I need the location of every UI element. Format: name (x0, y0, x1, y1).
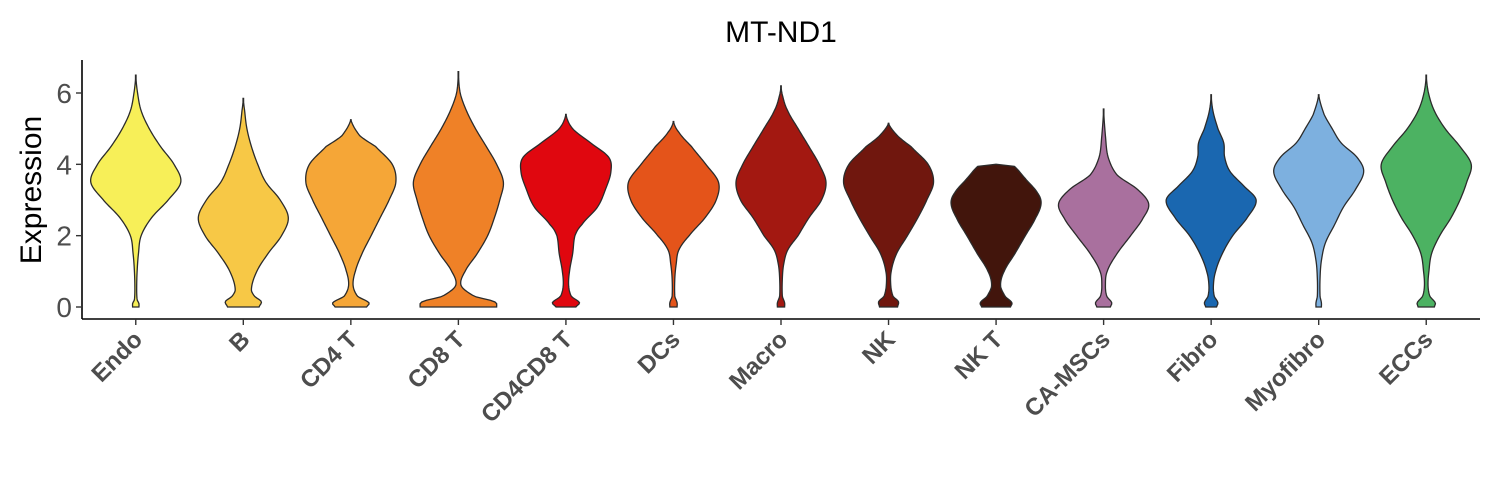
y-tick-label: 2 (56, 221, 72, 252)
x-tick-label-macro: Macro (724, 326, 793, 395)
x-tick-label-dcs: DCs (633, 326, 686, 379)
violin-macro (735, 85, 827, 308)
x-tick-label-nk-t: NK T (950, 326, 1009, 385)
violins-group (89, 70, 1473, 308)
x-tick-label-b: B (224, 326, 255, 357)
x-tick-label-cd4-t: CD4 T (295, 326, 363, 394)
chart-title: MT-ND1 (725, 16, 837, 49)
violin-nk-t (950, 163, 1042, 308)
violin-eccs (1380, 74, 1473, 308)
violin-myofibro (1273, 94, 1365, 308)
y-tick-label: 4 (56, 149, 72, 180)
x-tick-label-fibro: Fibro (1162, 326, 1224, 388)
violin-nk (842, 122, 935, 308)
violin-fibro (1165, 94, 1257, 308)
violin-dcs (627, 120, 720, 308)
x-tick-label-myofibro: Myofibro (1240, 326, 1331, 417)
x-tick-label-ca-mscs: CA-MSCs (1019, 326, 1115, 422)
x-tick-label-eccs: ECCs (1374, 326, 1438, 390)
violin-cd4-t (305, 119, 397, 308)
violin-endo (89, 74, 182, 308)
x-tick-label-cd4cd8-t: CD4CD8 T (476, 326, 578, 428)
violin-cd8-t (412, 70, 505, 308)
x-tick-label-endo: Endo (86, 326, 148, 388)
x-tick-label-nk: NK (857, 326, 901, 370)
violin-cd4cd8-t (519, 113, 612, 308)
y-axis-label: Expression (15, 116, 48, 264)
y-tick-label: 6 (56, 78, 72, 109)
x-tick-label-cd8-t: CD8 T (403, 326, 471, 394)
violin-b (197, 97, 289, 308)
y-tick-label: 0 (56, 292, 72, 323)
violin-ca-mscs (1057, 108, 1150, 308)
